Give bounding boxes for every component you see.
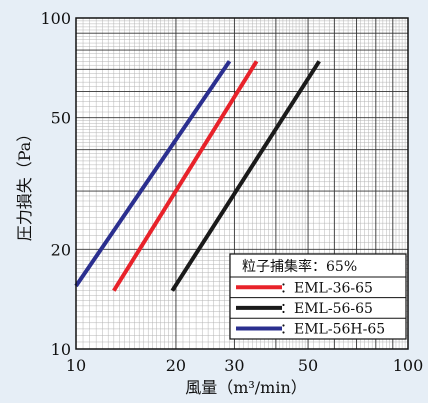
legend-label-1: ：EML-36-65 bbox=[280, 280, 373, 296]
legend-label-2: ：EML-56-65 bbox=[280, 301, 373, 317]
y-axis-label: 圧力損失（Pa） bbox=[15, 126, 34, 242]
y-tick-label: 50 bbox=[51, 109, 71, 128]
x-tick-label: 50 bbox=[298, 356, 318, 375]
series-lines bbox=[74, 60, 321, 292]
legend-title: 粒子捕集率：65% bbox=[242, 258, 357, 275]
x-axis-label: 風量（m³/min） bbox=[185, 378, 307, 397]
series-line-2 bbox=[170, 60, 321, 292]
legend-label-3: ：EML-56H-65 bbox=[280, 322, 385, 338]
x-tick-label: 20 bbox=[166, 356, 186, 375]
x-tick-label: 30 bbox=[224, 356, 244, 375]
y-tick-label: 100 bbox=[40, 9, 71, 28]
x-tick-label: 100 bbox=[393, 356, 424, 375]
y-tick-label: 20 bbox=[51, 240, 71, 259]
y-tick-label: 10 bbox=[51, 340, 71, 359]
minor-grid bbox=[76, 18, 408, 349]
x-axis-ticks: 10 20 30 50 100 bbox=[66, 356, 423, 375]
plot-frame bbox=[75, 17, 409, 350]
legend: 粒子捕集率：65% ：EML-36-65 ：EML-56-65 ：EML-56H-6… bbox=[229, 253, 407, 340]
x-tick-label: 10 bbox=[66, 356, 86, 375]
series-line-1 bbox=[112, 60, 259, 292]
series-line-3 bbox=[74, 60, 232, 288]
legend-items: ：EML-36-65 ：EML-56-65 ：EML-56H-65 bbox=[230, 276, 406, 338]
legend-box bbox=[229, 253, 407, 340]
y-axis-ticks: 10 20 50 100 bbox=[40, 9, 71, 359]
